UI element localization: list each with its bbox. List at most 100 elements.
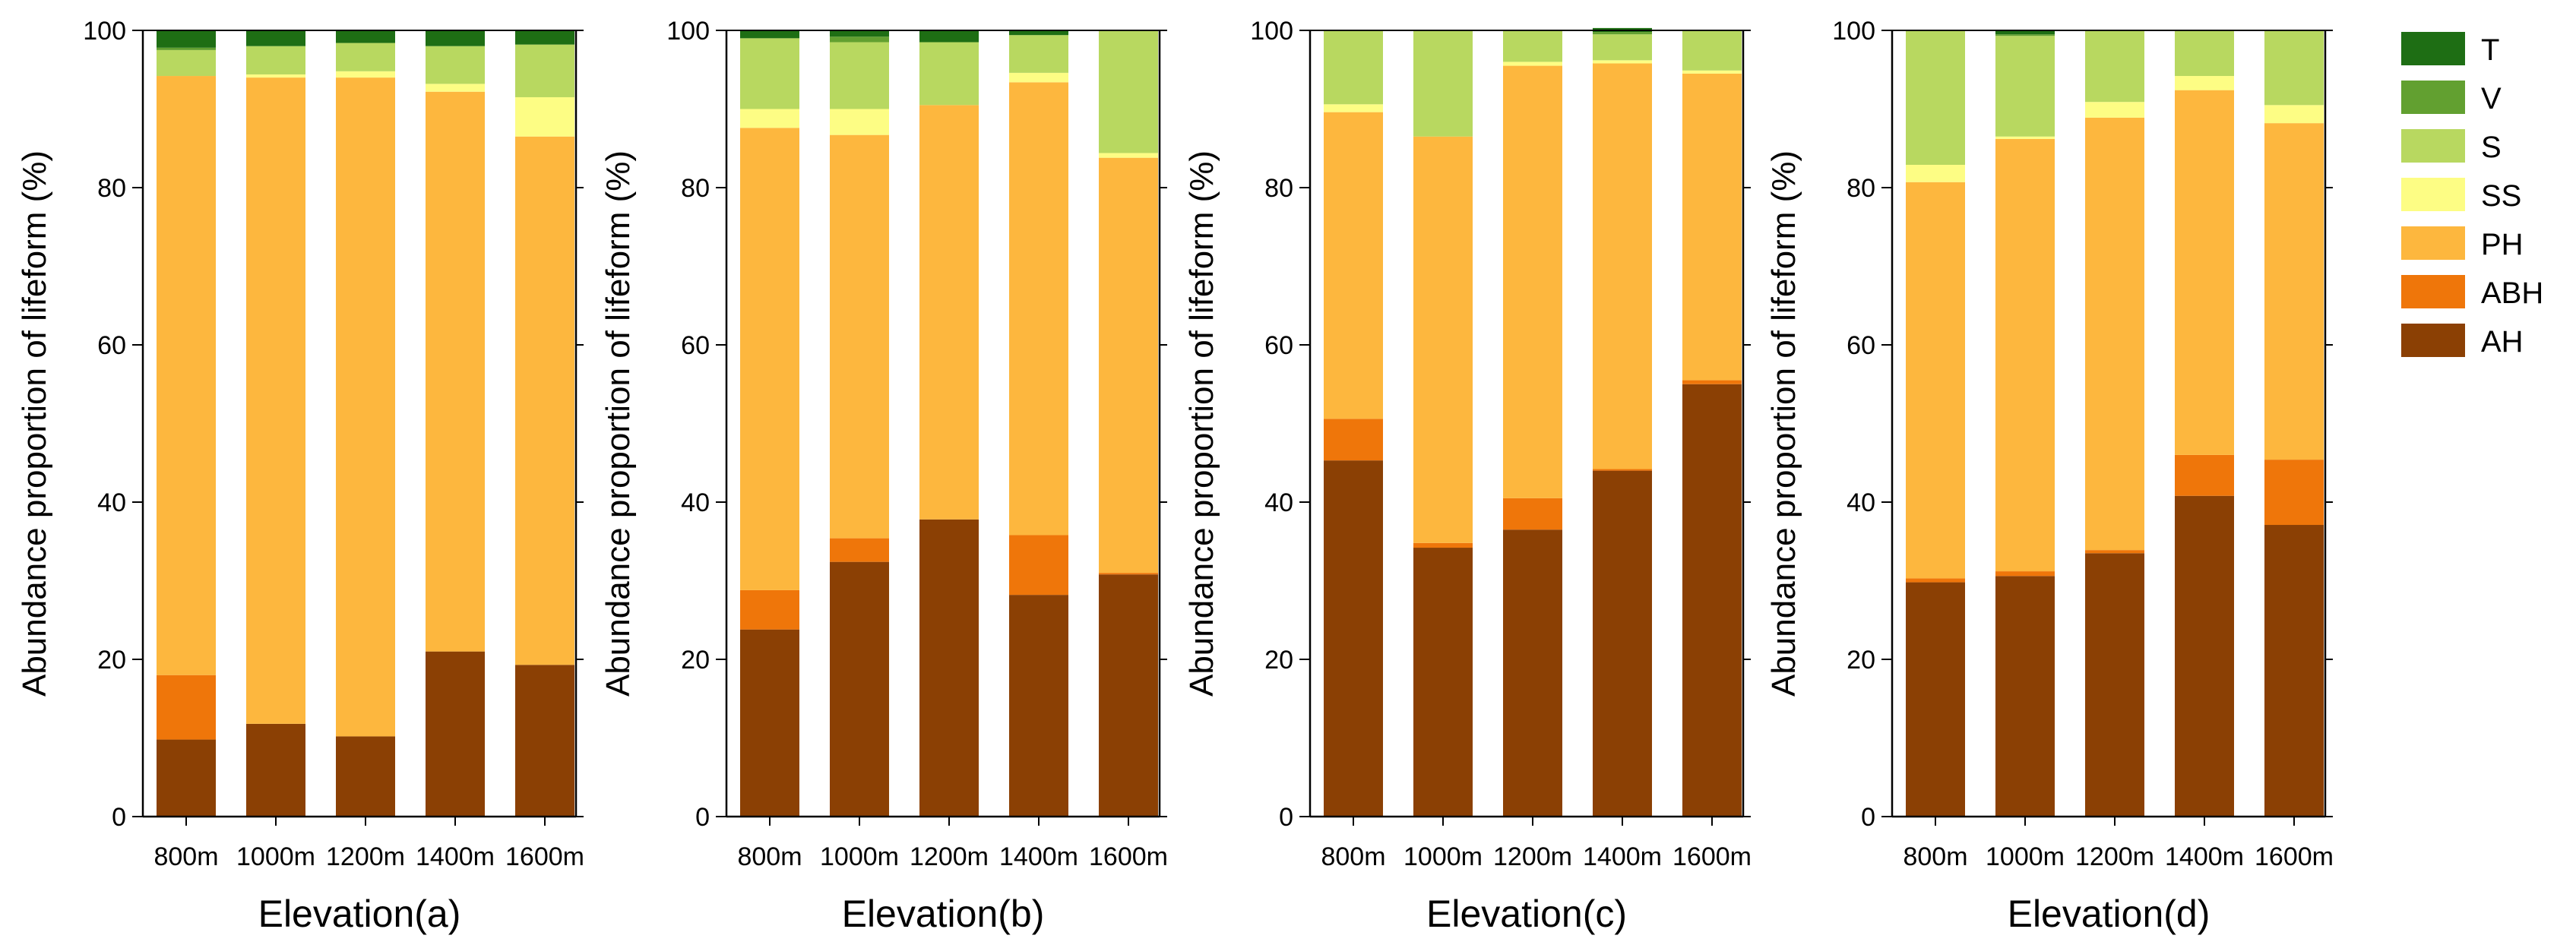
bar-segment-ss-1200m (336, 71, 395, 78)
bar-segment-v-800m (157, 47, 216, 50)
bar-segment-ph-1200m (2085, 117, 2144, 551)
bar-segment-v-1400m (1593, 32, 1652, 35)
bar-segment-t-800m (157, 30, 216, 48)
bar-segment-ss-1000m (246, 74, 305, 78)
bar-segment-ah-800m (157, 739, 216, 817)
bar-segment-s-1400m (1593, 34, 1652, 61)
bar-segment-ph-1600m (2264, 123, 2324, 460)
bar-segment-ah-1000m (1995, 576, 2055, 817)
x-tick-label: 1000m (1986, 842, 2065, 871)
x-tick-label: 800m (1903, 842, 1967, 871)
bar-segment-s-1600m (1682, 30, 1742, 71)
bar-segment-ah-1000m (830, 561, 889, 817)
legend-label-v: V (2481, 82, 2502, 115)
bar-segment-s-800m (157, 49, 216, 77)
chart-panel-4: 800m 1000m 1200m 1400m 1600m 0 20 40 60 80 100 Elev… (1765, 17, 2334, 935)
bar-segment-ah-1600m (515, 665, 574, 817)
bar-segment-ss-1600m (2264, 105, 2324, 124)
bar-segment-abh-1600m (1682, 380, 1742, 384)
chart-panel-2: 800m 1000m 1200m 1400m 1600m 0 20 40 60 80 100 Elev… (600, 17, 1168, 935)
legend-swatch-s (2401, 129, 2465, 163)
y-tick-label: 100 (83, 17, 126, 46)
bar-segment-s-1000m (1995, 36, 2055, 137)
bar-segment-ph-1200m (1503, 65, 1562, 498)
bar-segment-ah-1000m (1413, 548, 1473, 817)
y-tick-label: 0 (1279, 803, 1293, 832)
x-tick-label: 1400m (2165, 842, 2244, 871)
y-axis-label: Abundance proportion of lifeform (%) (16, 150, 53, 697)
bar-segment-t-1400m (1009, 30, 1068, 36)
bar-segment-t-800m (740, 30, 799, 39)
bar-segment-ph-800m (157, 76, 216, 675)
y-tick-label: 80 (97, 174, 126, 203)
bar-segment-ss-1400m (1593, 60, 1652, 64)
x-tick-label: 1200m (2075, 842, 2154, 871)
bar-segment-s-800m (740, 38, 799, 109)
bar-segment-ss-1600m (515, 96, 574, 137)
bar-segment-ph-1600m (1682, 73, 1742, 381)
y-axis-label: Abundance proportion of lifeform (%) (600, 150, 637, 697)
bar-segment-abh-800m (1324, 419, 1383, 461)
y-tick-label: 80 (1264, 174, 1293, 203)
bar-segment-s-800m (1906, 30, 1965, 165)
chart-panel-3: 800m 1000m 1200m 1400m 1600m 0 20 40 60 80 100 Elev… (1183, 17, 1752, 935)
bar-segment-ph-800m (740, 128, 799, 590)
bar-segment-v-1000m (830, 36, 889, 43)
bar-segment-abh-1000m (1413, 542, 1473, 548)
bar-segment-s-1600m (2264, 30, 2324, 106)
legend-swatch-abh (2401, 275, 2465, 308)
x-tick-label: 1400m (999, 842, 1078, 871)
bar-segment-ph-1400m (1593, 63, 1652, 469)
bar-segment-ah-1600m (1682, 384, 1742, 817)
legend-swatch-ph (2401, 226, 2465, 260)
bar-segment-ph-1600m (1099, 157, 1158, 574)
bar-segment-ss-1200m (1503, 62, 1562, 66)
bar-segment-ss-1000m (1995, 136, 2055, 139)
legend-swatch-v (2401, 81, 2465, 114)
y-tick-label: 20 (1847, 646, 1875, 675)
bar-segment-s-1600m (515, 44, 574, 97)
bar-segment-s-1200m (919, 42, 979, 106)
bar-segment-ss-1400m (2175, 76, 2234, 90)
legend-label-abh: ABH (2481, 276, 2543, 310)
y-axis-label: Abundance proportion of lifeform (%) (1183, 150, 1220, 697)
bar-segment-s-1400m (2175, 30, 2234, 77)
bar-segment-ph-1600m (515, 136, 574, 665)
y-tick-label: 100 (666, 17, 710, 46)
bar-segment-t-1000m (246, 30, 305, 46)
bar-segment-ah-800m (1324, 460, 1383, 817)
bar-segment-ph-1000m (246, 77, 305, 724)
bar-segment-abh-1200m (2085, 550, 2144, 554)
bar-segment-t-1600m (515, 30, 574, 45)
bar-segment-ph-1400m (1009, 82, 1068, 536)
bar-segment-ss-1200m (2085, 102, 2144, 118)
bar-segment-s-1600m (1099, 30, 1158, 153)
bar-segment-ah-1600m (2264, 525, 2324, 817)
y-tick-label: 40 (1847, 488, 1875, 517)
x-tick-label: 1000m (1404, 842, 1483, 871)
bar-segment-t-1000m (830, 30, 889, 37)
bar-segment-s-1000m (1413, 30, 1473, 137)
bar-segment-abh-1400m (1009, 535, 1068, 596)
x-tick-label: 1400m (1583, 842, 1662, 871)
y-tick-label: 80 (681, 174, 710, 203)
x-tick-label: 1400m (416, 842, 495, 871)
x-tick-label: 800m (153, 842, 218, 871)
bar-segment-abh-1600m (2264, 460, 2324, 526)
bar-segment-abh-1400m (2175, 454, 2234, 496)
bar-segment-ph-800m (1906, 182, 1965, 579)
legend-swatch-t (2401, 32, 2465, 65)
bar-segment-ph-1000m (1413, 136, 1473, 543)
y-tick-label: 40 (97, 488, 126, 517)
bar-segment-s-1200m (2085, 30, 2144, 103)
bar-segment-s-1000m (246, 46, 305, 74)
x-tick-label: 1600m (1673, 842, 1752, 871)
y-tick-label: 20 (681, 646, 710, 675)
bar-segment-abh-800m (1906, 578, 1965, 583)
bar-segment-ah-1200m (919, 519, 979, 817)
bar-segment-s-1200m (1503, 30, 1562, 62)
x-tick-label: 800m (1321, 842, 1385, 871)
bar-segment-s-800m (1324, 30, 1383, 105)
bar-segment-ah-1200m (336, 736, 395, 817)
